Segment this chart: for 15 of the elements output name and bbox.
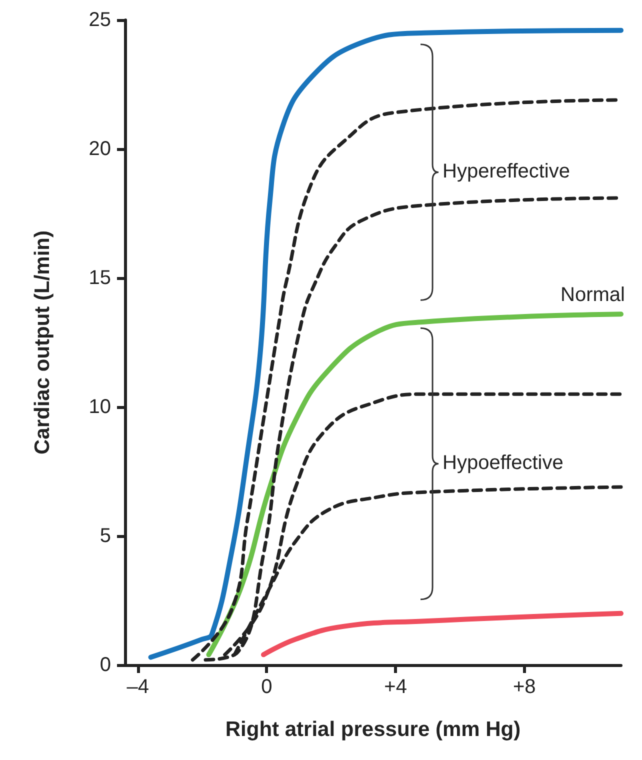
x-tick-label: +8 <box>512 676 536 698</box>
y-tick-label: 20 <box>88 138 111 160</box>
series-label: Normal <box>560 284 625 306</box>
annotation: Hypereffective <box>442 160 570 182</box>
x-axis-title: Right atrial pressure (mm Hg) <box>225 718 521 741</box>
y-tick-label: 25 <box>88 9 111 31</box>
y-tick-label: 15 <box>88 267 111 289</box>
y-tick-label: 0 <box>100 654 111 676</box>
x-tick-label: +4 <box>384 676 407 698</box>
x-tick-label: –4 <box>126 676 150 698</box>
x-tick-label: 0 <box>261 676 272 698</box>
y-tick-label: 10 <box>88 396 111 418</box>
annotation: Hypoeffective <box>442 452 564 474</box>
y-tick-label: 5 <box>100 525 111 547</box>
y-axis-title: Cardiac output (L/min) <box>31 230 54 454</box>
